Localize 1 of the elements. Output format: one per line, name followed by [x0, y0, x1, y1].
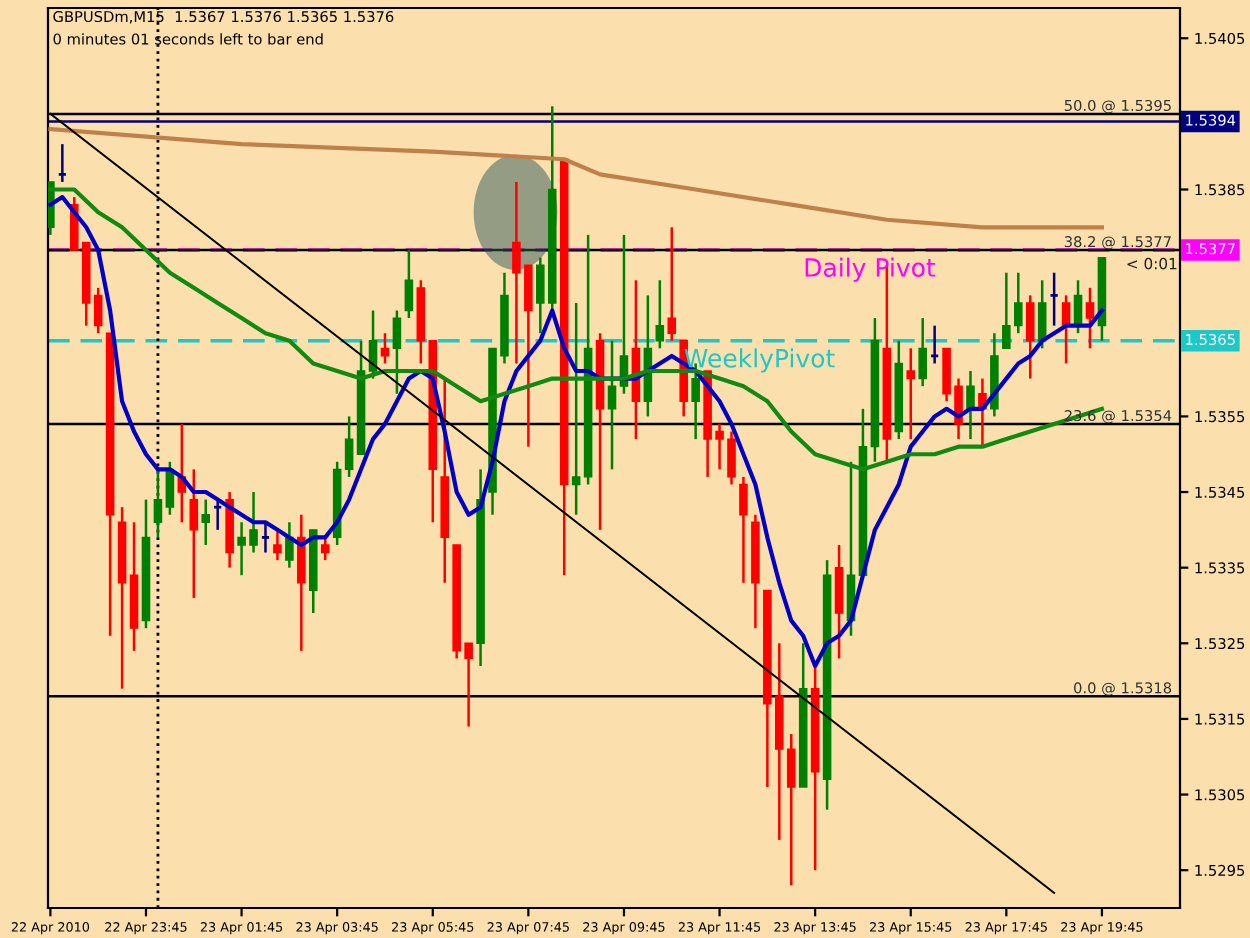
- annotation: Daily Pivot: [805, 257, 936, 282]
